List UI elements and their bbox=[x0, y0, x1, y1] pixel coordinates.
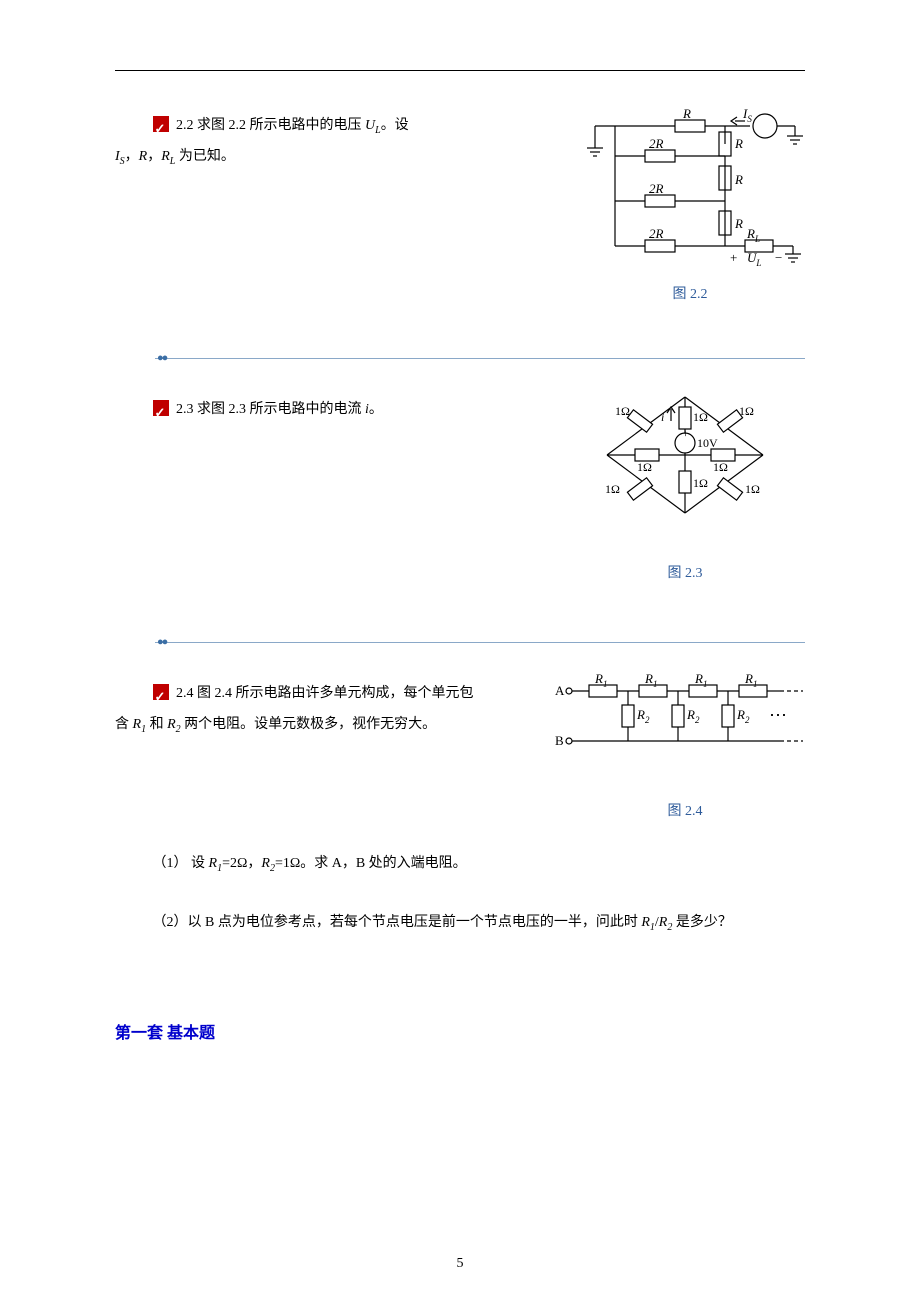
text: 。设 bbox=[381, 118, 409, 133]
problem-2-3: 2.3 求图 2.3 所示电路中的电流 i 。 bbox=[115, 395, 805, 605]
symbol-IS: IS bbox=[115, 149, 125, 164]
top-rule bbox=[115, 70, 805, 71]
text: 。 bbox=[369, 402, 383, 417]
symbol-R1: R1 bbox=[133, 717, 147, 732]
figure-2-2-caption: 图 2.2 bbox=[575, 283, 805, 303]
symbol-R1: R1 bbox=[209, 856, 223, 871]
figure-2-4: A B R1 R1 R1 R1 R2 R2 R2 ⋯ 图 2.4 bbox=[555, 671, 815, 820]
text: 和 bbox=[146, 717, 167, 732]
svg-text:R: R bbox=[734, 136, 743, 151]
section-heading: 第一套 基本题 bbox=[115, 1019, 805, 1043]
divider-icon: ●● bbox=[115, 635, 805, 649]
text: 是多少？ bbox=[672, 915, 732, 930]
divider-icon: ●● bbox=[115, 351, 805, 365]
problem-2-3-text: 2.3 求图 2.3 所示电路中的电流 i。 bbox=[115, 395, 495, 426]
problem-2-4-sub2: （2）以 B 点为电位参考点，若每个节点电压是前一个节点电压的一半，问此时 R1… bbox=[115, 908, 795, 939]
svg-text:1Ω: 1Ω bbox=[693, 410, 708, 424]
svg-text:1Ω: 1Ω bbox=[745, 482, 760, 496]
circuit-2-4-svg: A B R1 R1 R1 R1 R2 R2 R2 ⋯ bbox=[555, 671, 815, 771]
problem-2-4-text: 2.4 图 2.4 所示电路由许多单元构成，每个单元包 含 R1 和 R2 两个… bbox=[115, 679, 495, 741]
figure-2-4-caption: 图 2.4 bbox=[555, 800, 815, 820]
svg-text:i: i bbox=[661, 410, 664, 424]
svg-text:2R: 2R bbox=[649, 226, 664, 241]
text: ， bbox=[147, 149, 161, 164]
circuit-2-3-svg: 1Ω 1Ω 1Ω 1Ω 1Ω 1Ω 1Ω 1Ω i 10V + bbox=[585, 385, 785, 545]
figure-2-3-caption: 图 2.3 bbox=[585, 562, 785, 582]
text: 2.2 求图 2.2 所示电路中的电压 bbox=[176, 118, 365, 133]
symbol-R2: R2 bbox=[167, 717, 181, 732]
svg-text:1Ω: 1Ω bbox=[713, 460, 728, 474]
circuit-2-2-svg: R IS 2R R 2R R 2R R RL + UL − bbox=[575, 106, 805, 266]
svg-text:R1: R1 bbox=[744, 671, 757, 689]
svg-text:R: R bbox=[734, 216, 743, 231]
text: （1） 设 bbox=[153, 856, 209, 871]
svg-text:10V: 10V bbox=[697, 436, 718, 450]
symbol-R2: R2 bbox=[261, 856, 275, 871]
text: =1Ω。求 A，B 处的入端电阻。 bbox=[275, 856, 467, 871]
text: 2.4 图 2.4 所示电路由许多单元构成，每个单元包 bbox=[176, 686, 474, 701]
symbol-R1: R1 bbox=[641, 915, 655, 930]
svg-text:+: + bbox=[682, 426, 689, 440]
svg-text:R2: R2 bbox=[636, 707, 650, 725]
check-icon bbox=[153, 684, 169, 700]
problem-2-4-sub1: （1） 设 R1=2Ω，R2=1Ω。求 A，B 处的入端电阻。 bbox=[115, 849, 795, 880]
svg-text:RL: RL bbox=[746, 226, 760, 244]
text: =2Ω， bbox=[222, 856, 261, 871]
symbol-UL: UL bbox=[365, 118, 381, 133]
svg-text:1Ω: 1Ω bbox=[739, 404, 754, 418]
figure-2-3: 1Ω 1Ω 1Ω 1Ω 1Ω 1Ω 1Ω 1Ω i 10V + 图 2.3 bbox=[585, 385, 785, 582]
problem-2-2: 2.2 求图 2.2 所示电路中的电压 UL。设 IS，R，RL 为已知。 bbox=[115, 111, 805, 321]
svg-text:⋯: ⋯ bbox=[769, 705, 787, 725]
svg-text:1Ω: 1Ω bbox=[605, 482, 620, 496]
text: 两个电阻。设单元数极多，视作无穷大。 bbox=[181, 717, 437, 732]
check-icon bbox=[153, 400, 169, 416]
svg-text:R: R bbox=[682, 106, 691, 121]
svg-text:1Ω: 1Ω bbox=[693, 476, 708, 490]
svg-text:+: + bbox=[730, 250, 737, 265]
text: ， bbox=[125, 149, 139, 164]
svg-text:2R: 2R bbox=[649, 136, 664, 151]
page: 2.2 求图 2.2 所示电路中的电压 UL。设 IS，R，RL 为已知。 bbox=[0, 0, 920, 1302]
svg-text:−: − bbox=[775, 250, 782, 265]
check-icon bbox=[153, 116, 169, 132]
text: （2）以 B 点为电位参考点，若每个节点电压是前一个节点电压的一半，问此时 bbox=[153, 915, 642, 930]
svg-text:1Ω: 1Ω bbox=[615, 404, 630, 418]
svg-text:2R: 2R bbox=[649, 181, 664, 196]
problem-2-4: 2.4 图 2.4 所示电路由许多单元构成，每个单元包 含 R1 和 R2 两个… bbox=[115, 679, 805, 829]
text: 含 bbox=[115, 717, 133, 732]
svg-text:R1: R1 bbox=[644, 671, 657, 689]
symbol-R: R bbox=[139, 149, 148, 164]
svg-text:R2: R2 bbox=[686, 707, 700, 725]
figure-2-2: R IS 2R R 2R R 2R R RL + UL − 图 2.2 bbox=[575, 106, 805, 303]
svg-text:A: A bbox=[555, 683, 565, 698]
svg-text:R1: R1 bbox=[694, 671, 707, 689]
text: 为已知。 bbox=[175, 149, 235, 164]
svg-text:B: B bbox=[555, 733, 564, 748]
svg-text:R2: R2 bbox=[736, 707, 750, 725]
svg-text:1Ω: 1Ω bbox=[637, 460, 652, 474]
svg-text:R: R bbox=[734, 172, 743, 187]
page-number: 5 bbox=[0, 1256, 920, 1272]
problem-2-2-text: 2.2 求图 2.2 所示电路中的电压 UL。设 IS，R，RL 为已知。 bbox=[115, 111, 495, 173]
symbol-R2: R2 bbox=[659, 915, 673, 930]
symbol-RL: RL bbox=[161, 149, 175, 164]
svg-text:R1: R1 bbox=[594, 671, 607, 689]
text: 2.3 求图 2.3 所示电路中的电流 bbox=[176, 402, 365, 417]
